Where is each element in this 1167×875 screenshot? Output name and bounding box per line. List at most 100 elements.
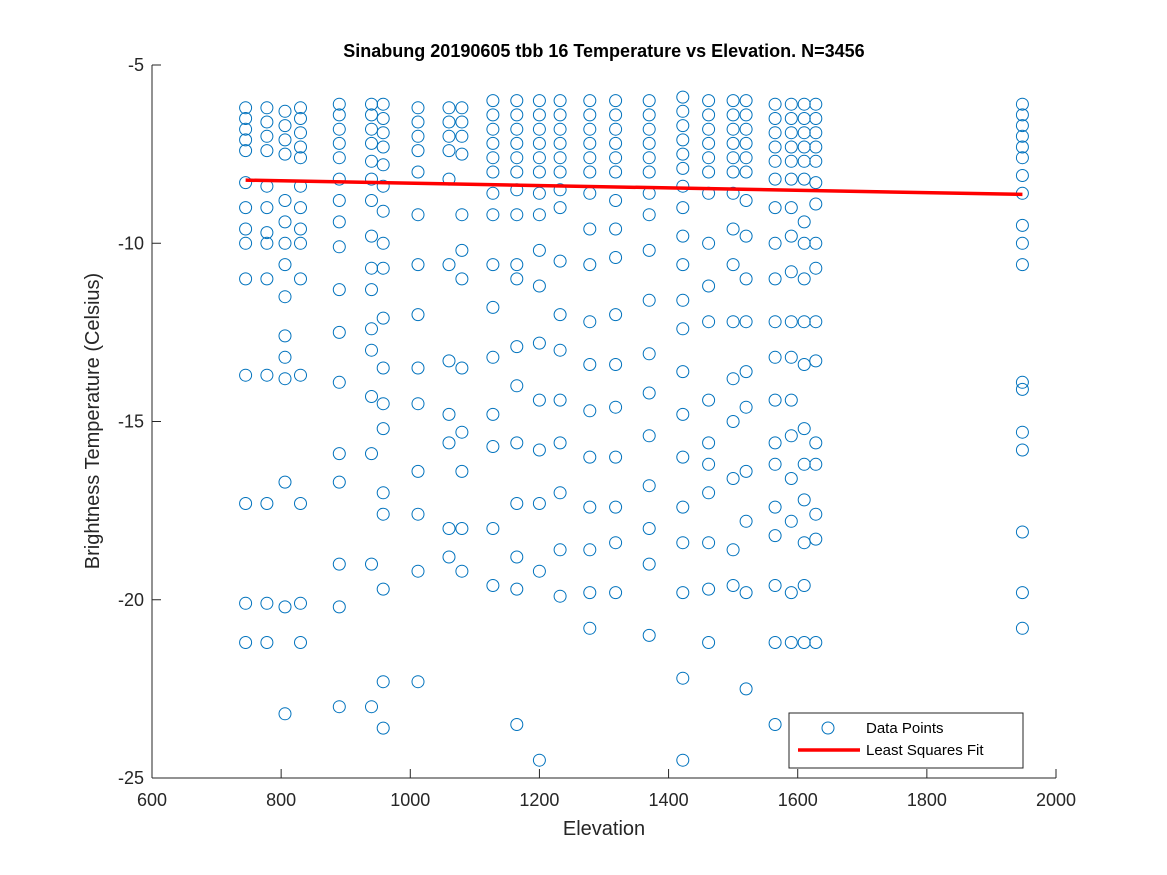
data-point <box>609 358 623 371</box>
data-point <box>726 136 740 150</box>
data-point <box>768 236 782 250</box>
data-point <box>768 636 782 649</box>
data-point <box>726 579 740 592</box>
data-point <box>239 222 253 236</box>
data-point <box>768 393 782 407</box>
data-point <box>332 194 346 207</box>
data-point <box>294 272 307 286</box>
data-point <box>583 315 597 329</box>
data-point <box>278 600 292 614</box>
data-point <box>784 586 798 600</box>
data-point <box>332 375 346 389</box>
data-point <box>278 258 292 272</box>
data-point <box>532 94 546 108</box>
data-point <box>583 586 597 600</box>
data-point <box>294 497 307 510</box>
data-point <box>702 122 716 136</box>
data-point <box>1015 443 1029 457</box>
data-point <box>239 497 253 510</box>
data-point <box>239 112 253 125</box>
data-point <box>442 436 456 450</box>
data-point <box>442 550 456 564</box>
data-point <box>365 557 378 571</box>
data-point <box>411 397 425 411</box>
data-point <box>486 350 500 364</box>
data-point <box>365 283 378 297</box>
data-point <box>784 140 798 154</box>
data-point <box>376 361 390 375</box>
data-points-layer <box>239 90 1029 767</box>
data-point <box>739 94 753 108</box>
data-point <box>609 194 623 207</box>
data-point <box>642 386 656 400</box>
data-point <box>239 236 253 250</box>
data-point <box>739 464 753 478</box>
data-point <box>768 154 782 168</box>
data-point <box>784 201 798 215</box>
data-point <box>486 136 500 150</box>
data-point <box>784 350 798 364</box>
data-point <box>609 586 623 600</box>
data-point <box>376 140 390 154</box>
data-point <box>365 700 378 714</box>
data-point <box>739 272 753 286</box>
data-point <box>442 144 456 158</box>
data-point <box>365 390 378 403</box>
data-point <box>455 147 469 161</box>
x-ticks-layer: 600 800 1000 1200 1400 1600 1800 2000 <box>137 769 1076 810</box>
data-point <box>411 129 425 143</box>
data-point <box>726 222 740 236</box>
data-point <box>332 97 346 111</box>
data-point <box>455 464 469 478</box>
data-point <box>332 600 346 614</box>
data-point <box>1015 119 1029 133</box>
data-point <box>1015 236 1029 250</box>
data-point <box>726 258 740 272</box>
data-point <box>702 393 716 407</box>
data-point <box>797 422 811 436</box>
data-point <box>278 329 292 343</box>
data-point <box>510 136 524 150</box>
data-point <box>510 340 524 354</box>
data-point <box>486 440 500 453</box>
data-point <box>768 500 782 514</box>
data-point <box>642 557 656 571</box>
data-point <box>784 97 798 111</box>
data-point <box>642 293 656 307</box>
data-point <box>260 368 274 382</box>
x-tick-label: 800 <box>266 790 296 810</box>
data-point <box>510 151 524 165</box>
data-point <box>739 122 753 136</box>
data-point <box>642 208 656 222</box>
data-point <box>797 536 811 550</box>
data-point <box>332 475 346 489</box>
data-point <box>583 543 597 557</box>
data-point <box>609 165 623 179</box>
data-point <box>294 636 307 649</box>
data-point <box>1015 97 1029 111</box>
data-point <box>702 486 716 500</box>
data-point <box>1015 140 1029 154</box>
data-point <box>532 165 546 179</box>
data-point <box>455 243 469 257</box>
data-point <box>702 108 716 122</box>
data-point <box>768 112 782 125</box>
data-point <box>553 94 567 108</box>
data-point <box>583 222 597 236</box>
data-point <box>365 343 378 357</box>
y-tick-label: -20 <box>118 590 144 610</box>
data-point <box>553 343 567 357</box>
data-point <box>532 136 546 150</box>
x-tick-label: 1200 <box>519 790 559 810</box>
data-point <box>739 365 753 379</box>
data-point <box>411 675 425 689</box>
data-point <box>768 97 782 111</box>
data-point <box>1015 108 1029 122</box>
data-point <box>642 94 656 108</box>
data-point <box>376 507 390 521</box>
data-point <box>809 236 823 250</box>
data-point <box>294 101 307 115</box>
data-point <box>676 133 690 147</box>
data-point <box>553 122 567 136</box>
legend-fit-line-label: Least Squares Fit <box>866 742 984 759</box>
